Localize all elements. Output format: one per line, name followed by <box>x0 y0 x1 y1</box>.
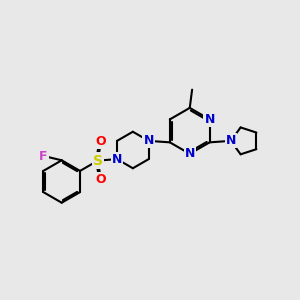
Text: O: O <box>95 173 106 186</box>
Text: F: F <box>39 150 48 163</box>
Text: O: O <box>95 135 106 148</box>
Text: S: S <box>93 154 103 168</box>
Text: N: N <box>205 113 215 126</box>
Text: N: N <box>112 153 122 166</box>
Text: N: N <box>226 134 236 147</box>
Text: N: N <box>143 134 154 147</box>
Text: N: N <box>184 147 195 160</box>
